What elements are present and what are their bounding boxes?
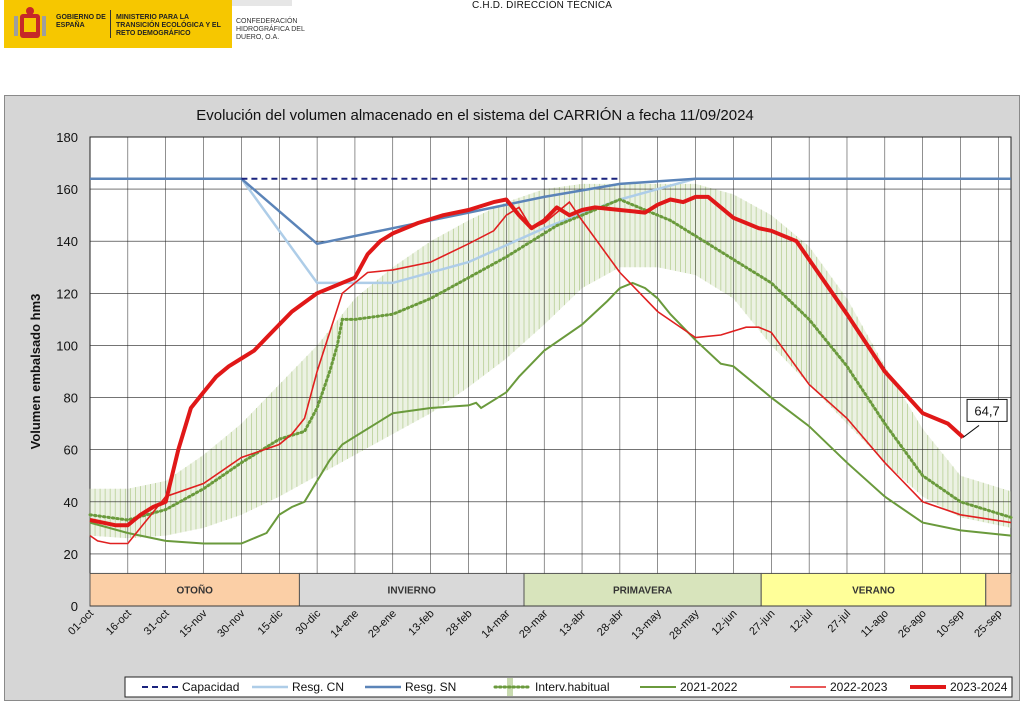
legend-label: 2022-2023	[830, 680, 888, 694]
y-tick-label: 100	[56, 338, 78, 353]
y-tick-label: 40	[64, 495, 78, 510]
ministry-label: MINISTERIO PARA LA TRANSICIÓN ECOLÓGICA …	[116, 14, 221, 37]
x-tick-label: 25-sep	[972, 608, 1004, 640]
season-label: OTOÑO	[176, 584, 213, 597]
y-tick-label: 0	[71, 599, 78, 614]
last-value-annotation: 64,7	[962, 398, 1008, 438]
x-tick-label: 29-ene	[366, 608, 399, 641]
confederacion-label: CONFEDERACIÓN HIDROGRÁFICA DEL DUERO, O.…	[236, 18, 305, 41]
season-label: VERANO	[852, 586, 895, 597]
series-line-resg_cn	[90, 177, 1011, 285]
y-tick-label: 120	[56, 286, 78, 301]
season-block	[760, 572, 987, 607]
annotation-box	[966, 398, 1008, 422]
season-block	[523, 572, 762, 607]
x-tick-label: 15-dic	[256, 607, 286, 637]
legend-label: 2021-2022	[680, 680, 738, 694]
top-title: C.H.D. DIRECCIÓN TÉCNICA	[472, 0, 613, 11]
gov-spain-label: GOBIERNO DE ESPAÑA	[56, 14, 106, 29]
x-tick-label: 13-feb	[406, 608, 437, 639]
series-line-s2021	[89, 281, 1012, 545]
x-tick-label: 30-nov	[215, 607, 248, 640]
x-tick-label: 10-sep	[934, 608, 966, 640]
government-logo-block: GOBIERNO DE ESPAÑA MINISTERIO PARA LA TR…	[4, 0, 232, 48]
y-tick-label: 180	[56, 130, 78, 145]
x-tick-label: 28-abr	[595, 607, 626, 638]
x-tick-label: 27-jul	[826, 608, 854, 636]
annotation-leader	[962, 425, 980, 438]
logo-divider	[110, 10, 111, 38]
season-label: PRIMAVERA	[613, 586, 672, 597]
y-axis-label: Volumen embalsado hm3	[28, 294, 43, 450]
legend-box	[124, 676, 1013, 698]
x-tick-label: 29-mar	[517, 607, 550, 640]
legend-label: Resg. CN	[292, 680, 344, 694]
header-grey-strip	[232, 0, 292, 6]
y-tick-label: 140	[56, 234, 78, 249]
legend-label: Interv.habitual	[535, 680, 610, 694]
y-tick-label: 60	[64, 443, 78, 458]
x-tick-label: 16-oct	[104, 608, 134, 638]
series-line-s2023	[89, 194, 965, 528]
season-label: INVIERNO	[388, 586, 437, 597]
x-tick-label: 12-jun	[709, 608, 739, 638]
series-line-s2022	[89, 200, 1012, 545]
x-tick-label: 15-nov	[177, 607, 210, 640]
header: GOBIERNO DE ESPAÑA MINISTERIO PARA LA TR…	[0, 0, 1024, 60]
x-tick-label: 12-jul	[788, 608, 816, 636]
chart-title: Evolución del volumen almacenado en el s…	[196, 107, 754, 124]
x-tick-label: 30-dic	[294, 607, 324, 637]
series-line-resg_sn	[90, 177, 1011, 246]
legend-label: Resg. SN	[405, 680, 456, 694]
x-tick-label: 31-oct	[142, 608, 172, 638]
y-tick-label: 20	[64, 547, 78, 562]
legend-label: 2023-2024	[950, 680, 1008, 694]
y-tick-label: 80	[64, 391, 78, 406]
x-tick-label: 28-feb	[444, 608, 475, 639]
x-tick-label: 14-ene	[328, 608, 361, 641]
x-tick-label: 13-may	[629, 607, 664, 642]
legend-label: Capacidad	[182, 680, 239, 694]
coat-of-arms-icon	[14, 7, 46, 38]
x-tick-label: 28-may	[667, 607, 702, 642]
legend: Capacidad Resg. CN Resg. SN Interv.habitual…	[124, 676, 1013, 698]
x-tick-label: 13-abr	[557, 607, 588, 638]
y-tick-label: 160	[56, 182, 78, 197]
season-bar: OTOÑO INVIERNO PRIMAVERA VERANO	[89, 572, 1012, 607]
x-tick-label: 14-mar	[479, 607, 512, 640]
x-tick-label: 27-jun	[747, 608, 777, 638]
x-tick-label: 26-ago	[896, 608, 929, 641]
annotation-label: 64,7	[974, 403, 999, 418]
series-lines	[88, 177, 1013, 545]
season-block	[985, 572, 1012, 607]
x-tick-label: 11-ago	[859, 608, 891, 640]
